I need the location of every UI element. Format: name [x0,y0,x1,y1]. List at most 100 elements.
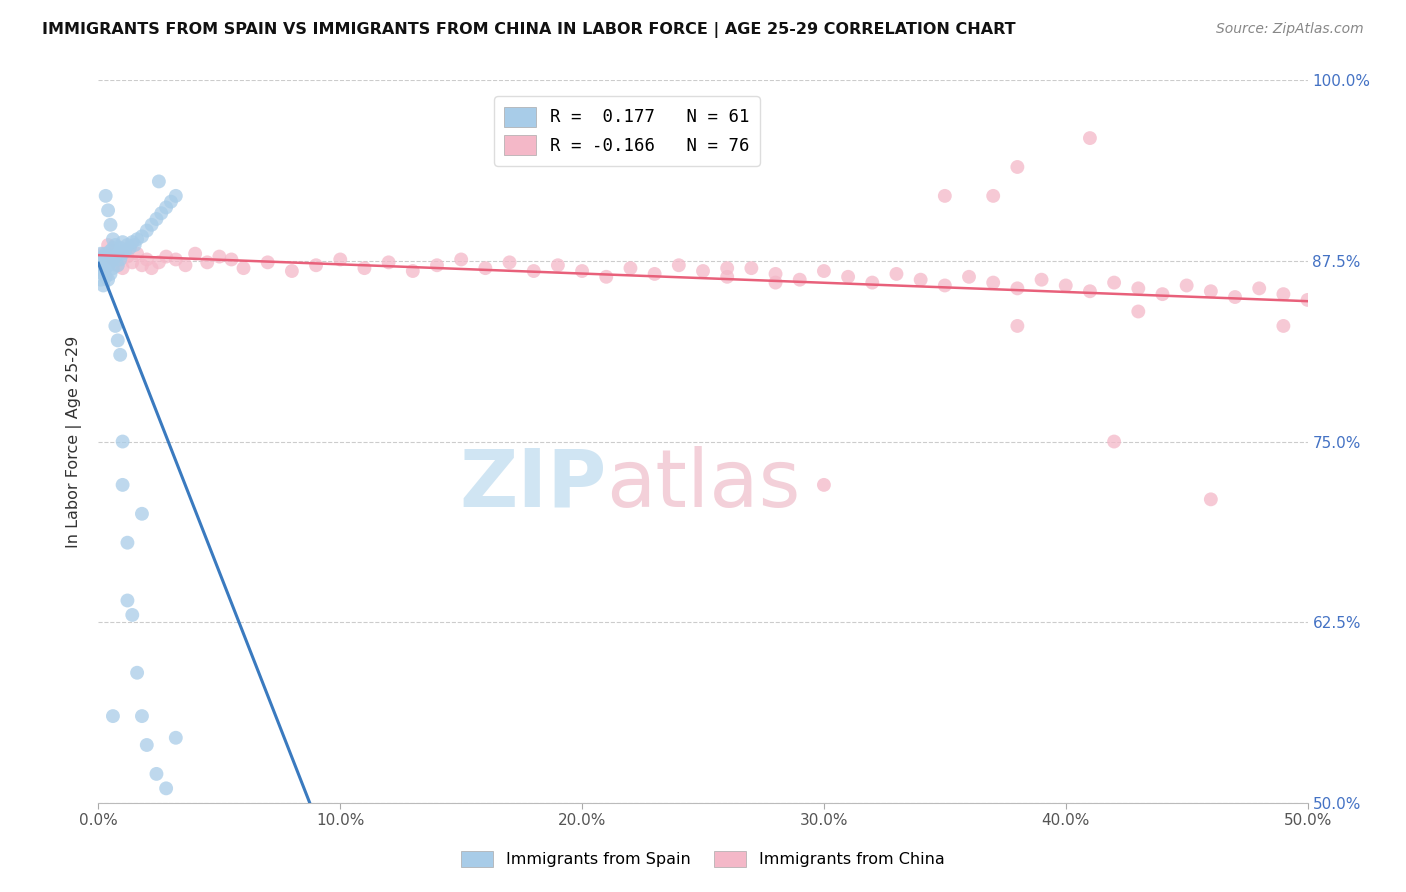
Point [135,223,157,237]
Point [90,246,112,260]
Point [426,258,449,272]
Point [111,246,134,260]
Point [1102,434,1125,449]
Point [97,250,120,264]
Point [813,478,835,492]
Point [135,252,157,267]
Point [90,273,112,287]
Point [1031,273,1053,287]
Point [716,261,738,276]
Point [91,250,114,264]
Point [981,276,1004,290]
Point [595,269,617,284]
Point [101,241,124,255]
Point [1272,287,1295,301]
Point [94,189,117,203]
Point [121,235,143,249]
Point [117,593,139,607]
Point [104,250,127,264]
Point [97,258,120,272]
Point [789,273,811,287]
Point [91,246,114,260]
Point [765,267,787,281]
Point [101,261,124,276]
Point [934,278,956,293]
Point [740,261,762,276]
Point [107,258,129,272]
Point [107,258,129,272]
Point [118,241,141,255]
Point [100,218,122,232]
Point [1272,318,1295,333]
Text: atlas: atlas [606,446,800,524]
Point [124,238,146,252]
Point [377,255,399,269]
Point [111,261,134,276]
Point [619,261,641,276]
Point [644,267,666,281]
Text: Source: ZipAtlas.com: Source: ZipAtlas.com [1216,22,1364,37]
Text: IMMIGRANTS FROM SPAIN VS IMMIGRANTS FROM CHINA IN LABOR FORCE | AGE 25-29 CORREL: IMMIGRANTS FROM SPAIN VS IMMIGRANTS FROM… [42,22,1015,38]
Text: ZIP: ZIP [458,446,606,524]
Point [107,334,129,348]
Point [1128,281,1150,295]
Point [1175,278,1198,293]
Point [114,244,136,258]
Point [108,252,131,267]
Point [860,276,883,290]
Point [498,255,520,269]
Point [1128,304,1150,318]
Point [1007,281,1029,295]
Point [141,261,163,276]
Point [571,264,593,278]
Point [111,235,134,249]
Point [256,255,278,269]
Point [90,254,112,268]
Point [765,276,787,290]
Point [668,258,690,272]
Point [165,252,187,267]
Point [141,218,163,232]
Point [97,238,120,252]
Point [131,709,153,723]
Point [94,246,117,260]
Point [208,250,231,264]
Point [165,189,187,203]
Point [221,252,243,267]
Point [97,203,120,218]
Point [97,273,120,287]
Point [107,246,129,260]
Point [1078,285,1101,299]
Point [1078,131,1101,145]
Point [117,535,139,549]
Point [1054,278,1077,293]
Legend: R =  0.177   N = 61, R = -0.166   N = 76: R = 0.177 N = 61, R = -0.166 N = 76 [494,96,759,166]
Point [117,238,139,252]
Point [121,607,143,622]
Point [184,246,207,260]
Point [1249,281,1271,295]
Point [195,255,218,269]
Point [402,264,425,278]
Point [94,252,117,267]
Point [1296,293,1319,307]
Point [329,252,352,267]
Legend: Immigrants from Spain, Immigrants from China: Immigrants from Spain, Immigrants from C… [453,843,953,875]
Point [145,767,167,781]
Point [716,269,738,284]
Point [131,229,153,244]
Point [886,267,908,281]
Point [145,212,167,227]
Point [108,348,131,362]
Point [474,261,496,276]
Point [127,665,149,680]
Point [150,206,173,220]
Point [547,258,569,272]
Point [131,507,153,521]
Point [91,278,114,293]
Point [1007,160,1029,174]
Point [305,258,328,272]
Point [117,250,139,264]
Point [837,269,859,284]
Y-axis label: In Labor Force | Age 25-29: In Labor Force | Age 25-29 [66,335,83,548]
